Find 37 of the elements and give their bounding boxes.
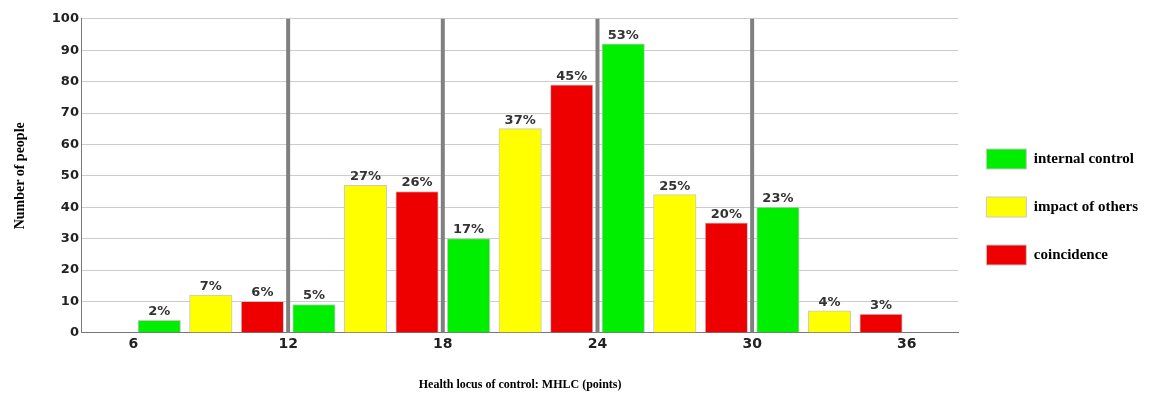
annotation: 53% bbox=[607, 26, 639, 42]
x-tick-label: 30 bbox=[742, 334, 763, 351]
annotation: 6% bbox=[251, 284, 274, 300]
annotation: 2% bbox=[148, 303, 171, 319]
annotation: 4% bbox=[818, 293, 841, 309]
legend-label: impact of others bbox=[1033, 197, 1139, 214]
annotation: 26% bbox=[401, 174, 433, 190]
y-tick-label: 70 bbox=[60, 104, 79, 120]
y-axis-title: Number of people bbox=[12, 122, 28, 230]
annotation: 17% bbox=[453, 221, 485, 237]
x-tick-label: 24 bbox=[587, 334, 608, 351]
x-tick-label: 18 bbox=[433, 334, 453, 351]
annotation: 7% bbox=[199, 277, 222, 293]
annotation: 27% bbox=[349, 168, 382, 184]
y-tick-label: 0 bbox=[69, 324, 79, 340]
x-tick-label: 36 bbox=[897, 334, 917, 351]
x-axis-title: Health locus of control: MHLC (points) bbox=[418, 376, 622, 391]
annotation: 37% bbox=[504, 111, 536, 127]
annotation: 5% bbox=[302, 287, 325, 303]
legend-label: coincidence bbox=[1033, 245, 1109, 262]
y-tick-label: 10 bbox=[60, 292, 79, 308]
y-tick-label: 100 bbox=[51, 10, 79, 26]
legend-label: internal control bbox=[1033, 149, 1134, 166]
y-tick-label: 20 bbox=[60, 261, 79, 277]
annotation: 23% bbox=[762, 190, 794, 206]
y-tick-label: 90 bbox=[60, 41, 79, 57]
x-tick-label: 6 bbox=[128, 334, 139, 351]
y-tick-label: 40 bbox=[60, 198, 79, 214]
annotation: 20% bbox=[710, 205, 742, 221]
y-tick-label: 50 bbox=[60, 167, 79, 183]
y-tick-label: 30 bbox=[60, 229, 79, 245]
y-tick-label: 80 bbox=[60, 72, 79, 88]
annotation: 45% bbox=[556, 67, 588, 83]
x-tick-label: 12 bbox=[278, 334, 298, 351]
y-tick-label: 60 bbox=[60, 135, 79, 151]
annotation: 25% bbox=[659, 177, 691, 193]
annotation: 3% bbox=[869, 296, 893, 312]
